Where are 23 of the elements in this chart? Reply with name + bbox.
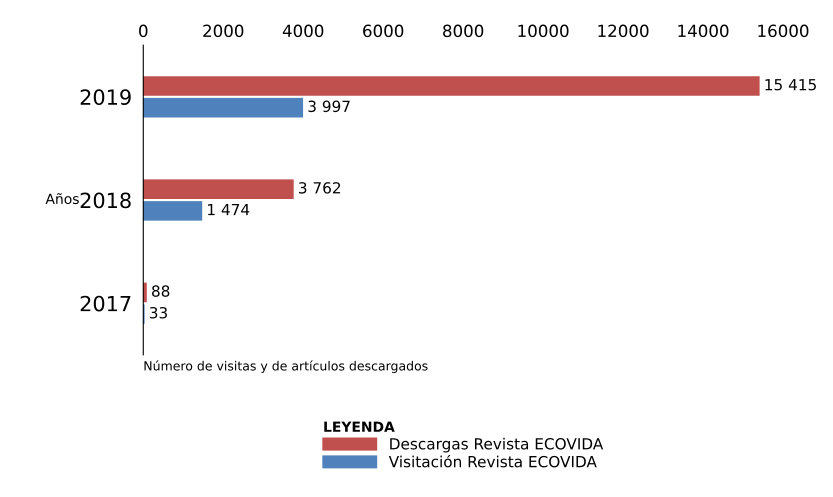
data-label: 3 762 xyxy=(299,182,340,194)
x-tick-label: 8000 xyxy=(443,24,484,38)
data-label: 1 474 xyxy=(208,204,250,216)
x-tick-label: 14000 xyxy=(678,24,728,38)
x-tick-label: 0 xyxy=(139,24,148,38)
x-tick-label: 4000 xyxy=(282,24,324,38)
x-tick-label: 16000 xyxy=(758,24,808,38)
y-tick-label: 2018 xyxy=(80,192,131,208)
data-label: 88 xyxy=(152,285,170,297)
y-tick-label: 2019 xyxy=(80,89,131,106)
legend-label: Descargas Revista ECOVIDA xyxy=(390,438,604,453)
x-tick-label: 6000 xyxy=(363,24,404,38)
data-label: 33 xyxy=(150,306,167,319)
data-label: 15 415 xyxy=(765,79,816,90)
data-label: 3 997 xyxy=(308,100,350,112)
legend-label: Visitación Revista ECOVIDA xyxy=(388,454,597,468)
x-tick-label: 2000 xyxy=(203,24,244,38)
y-axis-title: Años xyxy=(46,193,79,204)
x-tick-label: 10000 xyxy=(518,24,569,38)
x-axis-title: Número de visitas y de artículos descargados xyxy=(144,360,428,374)
y-tick-label: 2017 xyxy=(80,296,130,312)
x-tick-label: 12000 xyxy=(598,24,648,38)
legend-title: LEYENDA xyxy=(324,422,395,432)
